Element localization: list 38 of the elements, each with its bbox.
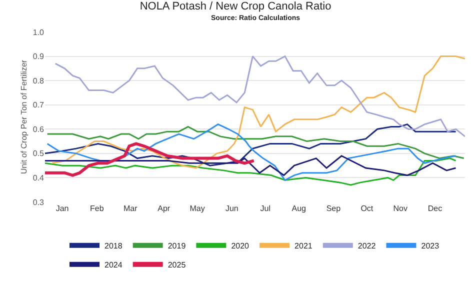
y-tick-label: 0.9 xyxy=(32,52,45,62)
x-tick-label: Apr xyxy=(158,204,170,213)
x-tick-label: Jan xyxy=(56,204,69,213)
x-tick-label: Feb xyxy=(90,204,104,213)
line-series xyxy=(45,124,457,166)
legend-label: 2019 xyxy=(168,242,186,251)
x-tick-label: May xyxy=(190,204,205,213)
x-tick-label: Sep xyxy=(326,204,342,213)
legend-label: 2021 xyxy=(294,242,313,251)
legend-label: 2023 xyxy=(421,242,440,251)
chart-title: NOLA Potash / New Crop Canola Ratio xyxy=(140,0,332,13)
line-series xyxy=(46,124,457,181)
legend-label: 2022 xyxy=(358,242,376,251)
x-tick-label: Aug xyxy=(292,204,306,213)
line-series xyxy=(46,126,465,160)
y-axis-title: Unit of Crop Per Ton of Fertilizer xyxy=(20,60,29,174)
legend-label: 2020 xyxy=(231,242,250,251)
line-series xyxy=(45,158,457,186)
y-tick-label: 0.7 xyxy=(32,100,45,110)
legend-label: 2018 xyxy=(104,242,123,251)
legend-label: 2025 xyxy=(168,260,186,270)
x-tick-label: Oct xyxy=(360,204,374,213)
y-tick-label: 0.8 xyxy=(32,76,45,86)
y-tick-label: 0.6 xyxy=(32,124,45,134)
y-tick-label: 1.0 xyxy=(32,28,45,37)
x-tick-label: Jun xyxy=(225,204,238,213)
y-tick-label: 0.4 xyxy=(32,174,45,183)
x-tick-label: Nov xyxy=(393,204,408,213)
line-series xyxy=(45,155,457,176)
line-series xyxy=(45,142,256,177)
line-series xyxy=(54,56,465,138)
y-tick-label: 0.3 xyxy=(32,198,45,207)
y-tick-label: 0.5 xyxy=(32,149,45,158)
x-tick-label: Mar xyxy=(123,204,138,213)
line-series xyxy=(51,56,465,169)
x-tick-label: Dec xyxy=(428,204,442,213)
x-tick-label: Jul xyxy=(260,204,271,213)
legend-label: 2024 xyxy=(104,260,123,270)
